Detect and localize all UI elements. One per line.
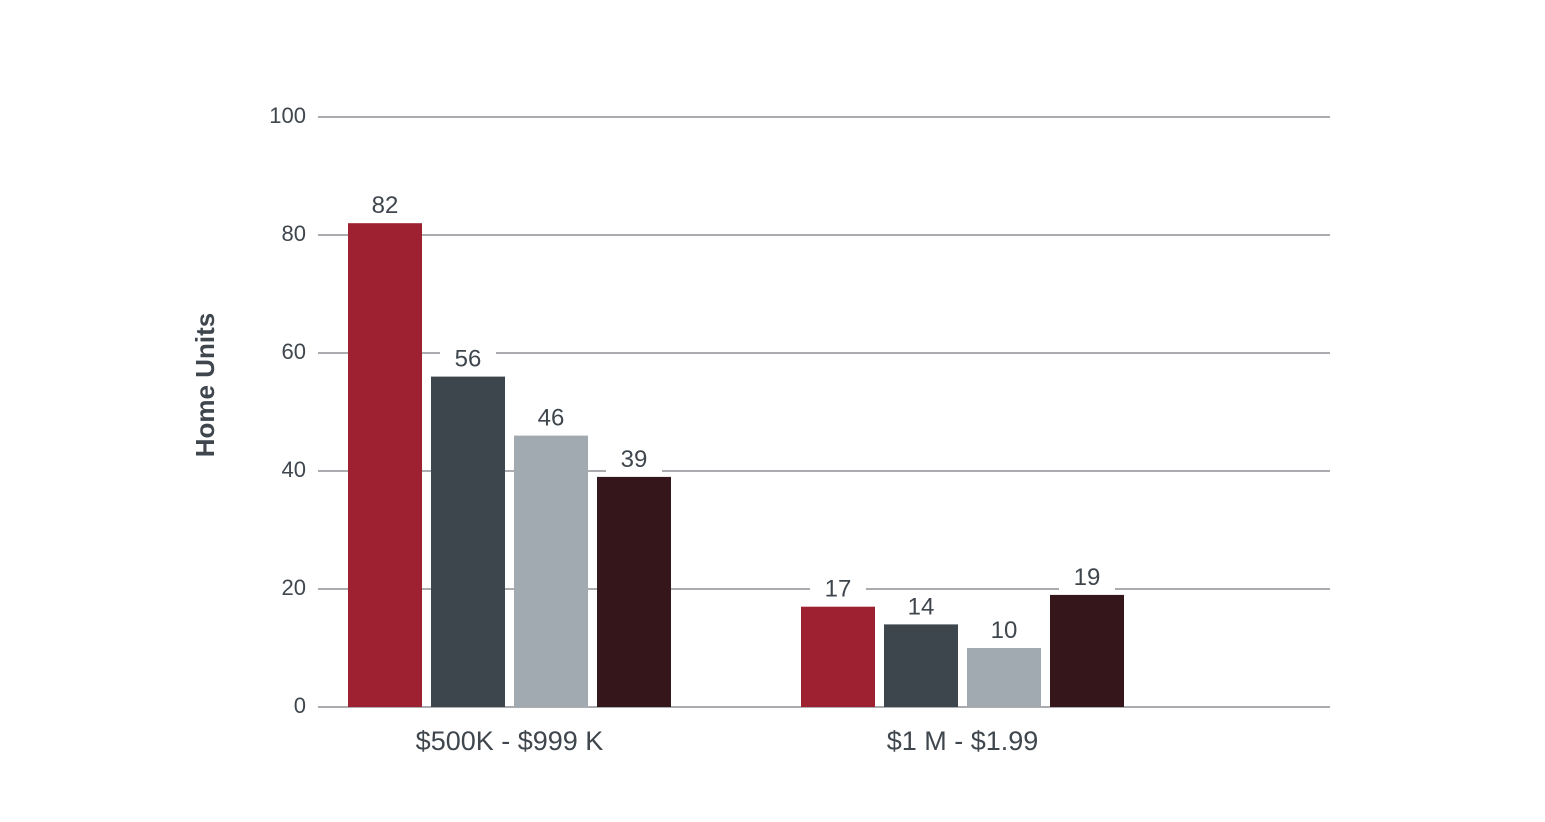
value-label: 39 — [621, 446, 648, 473]
y-tick-label: 100 — [269, 103, 306, 128]
y-tick-label: 80 — [282, 221, 306, 246]
category-label: $500K - $999 K — [416, 726, 604, 756]
value-label: 56 — [455, 346, 482, 373]
value-label-background — [357, 189, 413, 220]
bar — [514, 435, 588, 707]
value-label: 17 — [825, 576, 852, 603]
y-tick-label: 0 — [294, 693, 306, 718]
value-label: 10 — [991, 617, 1018, 644]
y-tick-label: 20 — [282, 575, 306, 600]
value-label-background — [606, 442, 662, 473]
y-axis-ticks: 0 20 40 60 80 100 — [269, 103, 306, 718]
bar — [801, 606, 875, 707]
value-label: 19 — [1074, 564, 1101, 591]
bar — [597, 476, 671, 707]
y-tick-label: 60 — [282, 339, 306, 364]
value-label: 46 — [538, 405, 565, 432]
x-axis-categories: $500K - $999 K $1 M - $1.99 — [416, 726, 1039, 756]
value-label: 82 — [372, 192, 399, 219]
bar — [431, 376, 505, 707]
value-label: 14 — [908, 593, 935, 620]
bars — [348, 223, 1124, 707]
value-label-background — [523, 401, 579, 432]
bar — [967, 648, 1041, 707]
value-label-background — [440, 342, 496, 373]
value-labels: 82 56 46 39 17 14 10 19 — [357, 189, 1115, 644]
y-tick-label: 40 — [282, 457, 306, 482]
bar — [884, 624, 958, 707]
y-axis-title: Home Units — [190, 313, 220, 457]
bar — [1050, 594, 1124, 707]
value-label-background — [810, 572, 866, 603]
value-label-background — [1059, 560, 1115, 591]
value-label-background — [976, 614, 1032, 644]
category-label: $1 M - $1.99 — [887, 726, 1039, 756]
bar — [348, 223, 422, 707]
value-label-background — [893, 590, 949, 621]
